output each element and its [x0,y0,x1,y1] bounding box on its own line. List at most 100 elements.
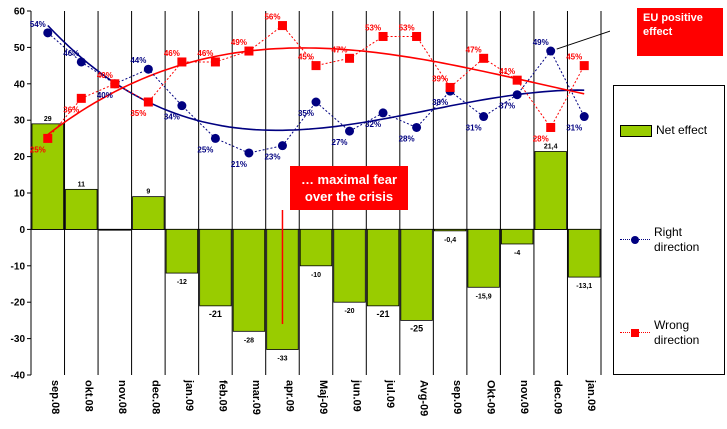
wrong-direction-marker [579,61,589,71]
y-tick-label: 40 [14,79,26,90]
x-tick-label: sep.09 [451,380,463,414]
right-direction-value-label: 35% [298,109,314,118]
net-effect-bar [333,228,366,303]
legend-label-right-direction: Right direction [654,225,700,254]
right-direction-marker [311,97,321,107]
right-direction-value-label: 23% [264,153,280,162]
callout-pointers [281,30,610,325]
legend: Net effect Right direction Wrong directi… [613,85,725,375]
legend-item-right-direction: Right direction [620,225,699,255]
net-effect-value-label: -21 [377,309,390,319]
y-tick-label: 20 [14,152,26,163]
net-effect-bar [433,228,467,232]
wrong-direction-value-label: 56% [264,13,280,22]
right-direction-marker [76,57,86,67]
right-direction-value-label: 49% [533,38,549,47]
right-direction-marker [177,101,187,111]
net-effect-bar [467,228,500,288]
x-tick-label: jan.09 [183,379,195,411]
y-tick-label: 0 [19,225,25,236]
wrong-direction-value-label: 49% [231,38,247,47]
net-effect-value-label: -15,9 [476,293,492,300]
wrong-direction-value-label: 41% [499,67,515,76]
right-direction-value-label: 31% [566,124,582,133]
wrong-direction-marker [76,93,86,103]
right-direction-value-label: 25% [197,145,213,154]
net-effect-value-label: -21 [209,309,222,319]
y-tick-label: 30 [14,116,26,127]
net-effect-value-label: -25 [410,323,423,333]
wrong-direction-marker [512,75,522,85]
right-direction-marker [244,148,254,158]
x-tick-label: mar.09 [250,380,262,415]
wrong-direction-value-label: 53% [399,23,415,32]
net-effect-value-label: -4 [514,250,520,257]
wrong-direction-marker [277,21,287,31]
y-tick-label: -10 [11,261,26,272]
eu-callout-text: EU positive effect [643,12,703,38]
wrong-direction-marker [412,31,422,41]
net-effect-bar [165,228,199,274]
y-tick-label: 50 [14,43,26,54]
right-direction-marker [277,141,287,151]
right-direction-marker [479,112,489,122]
net-effect-swatch [620,124,652,137]
y-tick-label: 10 [14,189,26,200]
wrong-direction-marker [445,82,455,92]
net-effect-bar [232,228,266,332]
grid-lines [30,11,602,375]
right-direction-value-label: 44% [130,56,146,65]
wrong-direction-value-label: 35% [130,109,146,118]
right-direction-marker [345,126,355,136]
wrong-direction-marker [210,57,220,67]
x-tick-label: dec.08 [149,380,161,414]
wrong-direction-marker [345,53,355,63]
legend-label-wrong-direction: Wrong direction [654,318,700,347]
right-direction-value-label: 54% [30,20,46,29]
maximal-fear-callout: … maximal fear over the crisis [290,166,408,210]
eu-positive-effect-callout: EU positive effect [637,8,723,56]
wrong-direction-value-label: 46% [197,49,213,58]
net-effect-bar [501,228,534,245]
x-tick-label: apr.09 [283,380,295,412]
net-effect-value-label: -10 [311,272,321,279]
net-effect-bars [31,123,601,350]
x-tick-label: Okt-09 [485,380,497,414]
wrong-direction-marker [378,31,388,41]
right-direction-trendline [47,24,585,132]
chart-canvas: -40 -30 -20 -10 0 10 20 30 40 50 60 29 11 9 -12 -21 -28… [11,7,610,416]
right-direction-value-label: 38% [432,98,448,107]
wrong-direction-marker [177,57,187,67]
wrong-direction-value-label: 25% [30,145,46,154]
y-axis: -40 -30 -20 -10 0 10 20 30 40 50 60 [11,7,601,382]
right-direction-value-label: 34% [164,113,180,122]
net-effect-bar [31,123,64,230]
right-direction-value-label: 21% [231,160,247,169]
y-tick-label: -40 [11,371,26,382]
right-direction-marker [512,90,522,100]
right-direction-value-label: 40% [97,91,113,100]
net-effect-value-label: -13,1 [576,283,592,290]
legend-item-net-effect: Net effect [620,123,707,138]
net-effect-value-label: -0,4 [444,237,456,244]
wrong-direction-marker [546,122,556,132]
net-effect-bar [366,228,400,307]
right-direction-value-label: 37% [499,102,515,111]
x-tick-label: Avg-09 [418,380,430,416]
wrong-direction-value-label: 53% [365,23,381,32]
x-tick-label: feb.09 [216,380,228,412]
net-effect-value-label: -33 [277,356,287,363]
wrong-direction-line [47,24,585,139]
wrong-direction-value-label: 40% [97,71,113,80]
net-effect-bar [299,228,333,267]
x-tick-label: jan.09 [585,379,597,411]
right-direction-value-label: 31% [466,124,482,133]
legend-label-net-effect: Net effect [656,123,708,137]
wrong-direction-marker [244,46,254,56]
wrong-direction-value-label: 46% [164,49,180,58]
net-effect-value-label: 29 [44,116,52,123]
wrong-direction-marker [110,79,120,89]
x-tick-label: okt.08 [82,380,94,412]
right-direction-marker [412,122,422,132]
right-direction-value-label: 27% [332,138,348,147]
